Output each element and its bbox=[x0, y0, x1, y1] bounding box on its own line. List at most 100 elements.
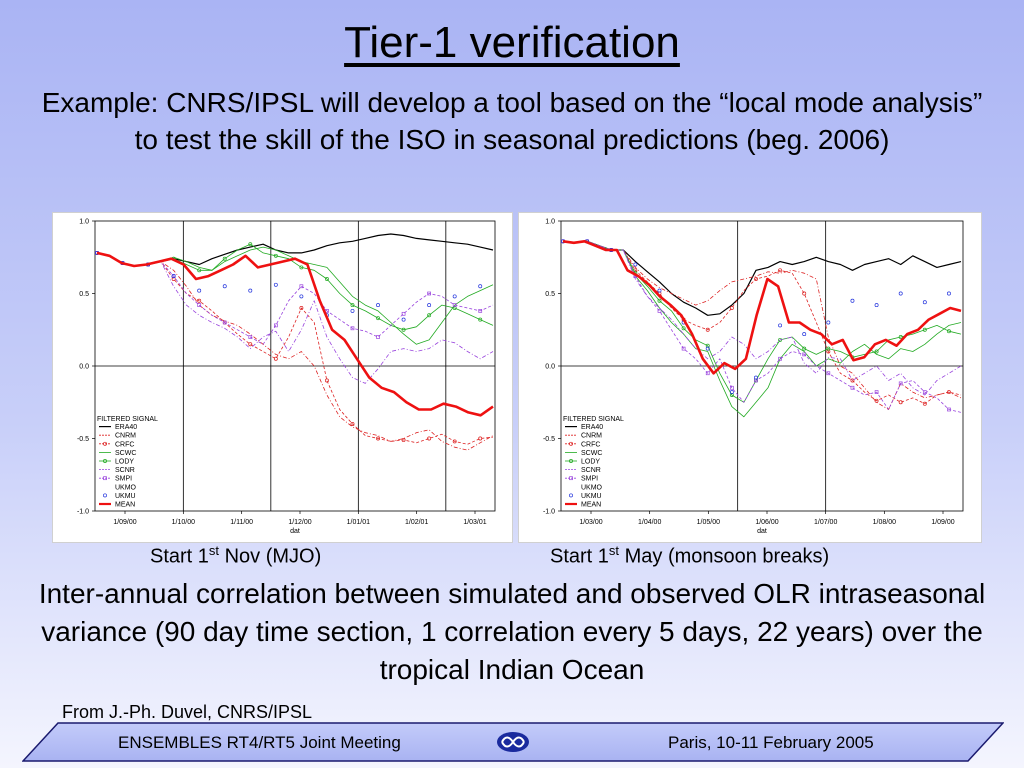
point-smpi bbox=[705, 371, 710, 376]
point-smpi bbox=[922, 390, 927, 394]
legend-label-crfc: CRFC bbox=[115, 441, 134, 448]
legend-label-era40: ERA40 bbox=[115, 424, 137, 431]
y-tick-label: 1.0 bbox=[545, 219, 555, 226]
point-smpi bbox=[826, 371, 831, 376]
legend-label-mean: MEAN bbox=[115, 502, 135, 509]
point-ukmu bbox=[171, 274, 176, 279]
legend-label-lody: LODY bbox=[115, 459, 134, 466]
point-smpi bbox=[299, 284, 304, 289]
point-crfc bbox=[452, 439, 457, 444]
point-crfc bbox=[754, 277, 758, 281]
point-crfc bbox=[299, 306, 304, 310]
slide-subtitle: Example: CNRS/IPSL will develop a tool b… bbox=[41, 87, 983, 155]
point-ukmu bbox=[754, 375, 758, 380]
series-line-lody bbox=[96, 243, 494, 331]
x-axis-label: dat bbox=[757, 528, 767, 535]
series-line-scnr bbox=[96, 252, 494, 384]
series-line-smpi bbox=[96, 252, 494, 345]
point-smpi bbox=[273, 323, 278, 328]
y-tick-label: 0.5 bbox=[545, 291, 555, 298]
legend-marker-crfc bbox=[569, 441, 573, 446]
point-smpi bbox=[947, 407, 951, 412]
point-ukmu bbox=[946, 291, 951, 296]
point-lody bbox=[273, 253, 278, 258]
point-smpi bbox=[452, 303, 457, 307]
caption-nov-post: Nov (MJO) bbox=[219, 545, 322, 568]
caption-may-pre: Start 1 bbox=[550, 545, 609, 568]
legend-label-scnr: SCNR bbox=[115, 467, 135, 474]
point-ukmu bbox=[273, 282, 278, 287]
y-tick-label: -0.5 bbox=[543, 436, 555, 443]
caption-nov: Start 1st Nov (MJO) bbox=[150, 543, 321, 569]
x-tick-label: 1/02/01 bbox=[405, 519, 428, 526]
legend-label-scwc: SCWC bbox=[581, 450, 602, 457]
legend-label-ukmu: UKMU bbox=[581, 493, 602, 500]
point-crfc bbox=[874, 398, 879, 403]
series-line-lody bbox=[562, 240, 962, 403]
point-crfc bbox=[248, 342, 253, 347]
caption-nov-sup: st bbox=[208, 543, 220, 558]
point-lody bbox=[681, 326, 686, 331]
point-lody bbox=[826, 346, 831, 351]
legend-marker-smpi bbox=[103, 476, 107, 481]
caption-may: Start 1st May (monsoon breaks) bbox=[550, 543, 829, 569]
point-ukmu bbox=[376, 303, 380, 308]
point-smpi bbox=[478, 309, 483, 313]
legend-title: FILTERED SIGNAL bbox=[563, 416, 624, 423]
point-ukmu bbox=[850, 298, 855, 303]
point-crfc bbox=[898, 400, 903, 405]
legend-marker-lody bbox=[103, 459, 107, 463]
legend-marker-lody bbox=[569, 459, 573, 463]
x-tick-label: 1/03/01 bbox=[463, 519, 486, 526]
point-crfc bbox=[946, 390, 951, 395]
legend-label-scwc: SCWC bbox=[115, 450, 136, 457]
point-crfc bbox=[324, 378, 329, 383]
point-crfc bbox=[427, 436, 432, 441]
point-smpi bbox=[850, 385, 855, 390]
point-smpi bbox=[197, 303, 202, 307]
point-crfc bbox=[922, 401, 927, 406]
point-lody bbox=[248, 242, 253, 247]
caption-may-post: May (monsoon breaks) bbox=[619, 545, 830, 568]
chart-may-svg: 1.0 0.5 0.0 -0.5 -1.0 1/03/00 1/04/00 1/05/00 1/… bbox=[543, 219, 964, 535]
series-line-cnrm bbox=[562, 240, 962, 410]
point-crfc bbox=[273, 356, 278, 361]
point-crfc bbox=[705, 327, 710, 332]
point-lody bbox=[802, 346, 807, 351]
point-ukmu bbox=[478, 284, 483, 289]
legend-label-crfc: CRFC bbox=[581, 441, 600, 448]
point-smpi bbox=[222, 320, 227, 325]
point-ukmu bbox=[427, 303, 432, 308]
legend-label-smpi: SMPI bbox=[581, 476, 598, 483]
point-lody bbox=[299, 265, 304, 270]
footer-date: Paris, 10-11 February 2005 bbox=[668, 733, 874, 752]
point-lody bbox=[324, 277, 329, 281]
point-smpi bbox=[427, 291, 431, 296]
slide-title: Tier-1 verification bbox=[344, 18, 680, 67]
y-tick-label: -1.0 bbox=[77, 509, 89, 516]
y-tick-label: 1.0 bbox=[79, 219, 89, 226]
point-smpi bbox=[874, 390, 879, 394]
point-ukmu bbox=[729, 390, 734, 395]
x-tick-label: 1/09/00 bbox=[113, 519, 136, 526]
point-crfc bbox=[478, 436, 483, 441]
x-tick-label: 1/06/00 bbox=[755, 519, 778, 526]
point-smpi bbox=[350, 326, 355, 331]
point-ukmu bbox=[778, 323, 783, 328]
footer-meeting-name: ENSEMBLES RT4/RT5 Joint Meeting bbox=[118, 733, 401, 752]
point-ukmu bbox=[657, 288, 662, 293]
point-smpi bbox=[248, 335, 253, 339]
point-ukmu bbox=[802, 332, 807, 337]
point-smpi bbox=[681, 346, 686, 351]
point-crfc bbox=[778, 268, 783, 273]
point-smpi bbox=[802, 352, 807, 357]
point-ukmu bbox=[922, 300, 927, 305]
point-ukmu bbox=[350, 308, 355, 313]
point-crfc bbox=[850, 378, 855, 383]
source-credit: From J.-Ph. Duvel, CNRS/IPSL bbox=[62, 702, 313, 722]
chart-panel-may: 1.0 0.5 0.0 -0.5 -1.0 1/03/00 1/04/00 1/05/00 1/… bbox=[518, 212, 982, 543]
x-tick-label: 1/03/00 bbox=[579, 519, 602, 526]
chart-plot-area: 1.0 0.5 0.0 -0.5 -1.0 1/09/00 1/10/00 1/11/00 1/… bbox=[77, 219, 496, 535]
point-ukmu bbox=[197, 288, 202, 293]
point-lody bbox=[197, 268, 202, 273]
